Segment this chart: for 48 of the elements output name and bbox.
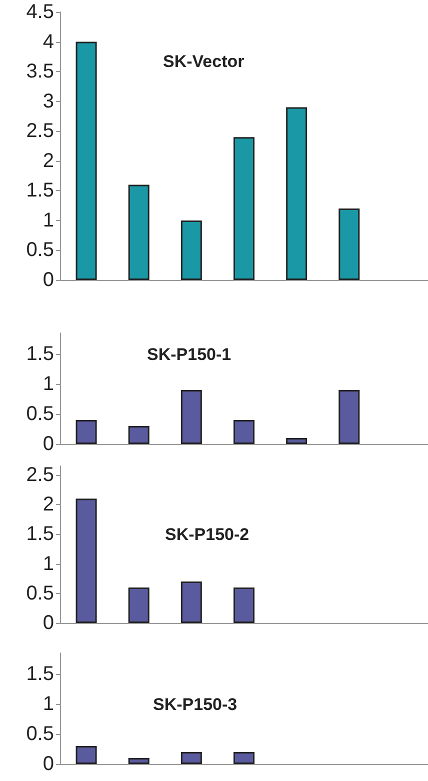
y-tick-label: 2.5 <box>26 120 54 142</box>
bar <box>234 752 254 764</box>
y-tick-label: 1.5 <box>26 180 54 202</box>
y-tick-label: 3.5 <box>26 60 54 83</box>
y-tick-label: 0 <box>42 753 54 775</box>
y-tick-label: 0 <box>42 612 54 634</box>
y-tick-label: 1.5 <box>26 523 54 546</box>
y-tick-label: 0.5 <box>26 582 54 604</box>
y-tick-label: 2.5 <box>26 464 54 486</box>
bar <box>76 746 97 764</box>
bar <box>180 752 202 764</box>
y-tick-label: 0.5 <box>26 239 54 262</box>
bar <box>128 758 150 764</box>
y-tick-label: 1 <box>42 552 54 575</box>
y-tick-label: 2 <box>42 150 54 172</box>
y-tick-label: 0.5 <box>26 723 54 745</box>
y-tick-label: 1 <box>42 373 54 395</box>
bar <box>180 220 202 280</box>
y-tick-label: 4.5 <box>26 1 54 23</box>
y-tick-label: 2 <box>42 494 54 516</box>
bar <box>286 107 308 280</box>
text: SK-P150-3 <box>153 695 238 714</box>
y-tick-label: 4 <box>42 30 54 53</box>
bar <box>128 184 150 280</box>
y-tick-label: 1.5 <box>26 343 54 365</box>
bar <box>234 137 254 280</box>
bar <box>76 498 97 623</box>
bar <box>286 438 308 444</box>
bar <box>128 426 150 444</box>
bar <box>180 582 202 623</box>
bar <box>338 208 360 280</box>
bar <box>76 42 97 280</box>
y-tick-label: 1.5 <box>26 663 54 685</box>
y-tick-label: 3 <box>42 90 54 112</box>
bar <box>76 420 97 444</box>
bar <box>180 390 202 444</box>
bar <box>234 587 254 623</box>
bar <box>234 420 254 444</box>
bar <box>338 390 360 444</box>
bar <box>128 587 150 623</box>
y-tick-label: 0.5 <box>26 403 54 425</box>
y-tick-label: 0 <box>42 269 54 291</box>
text: SK-Vector <box>163 52 245 71</box>
text: SK-P150-2 <box>165 525 250 544</box>
y-tick-label: 1 <box>42 693 54 715</box>
text: SK-P150-1 <box>147 345 232 364</box>
y-tick-label: 1 <box>42 209 54 232</box>
y-tick-label: 0 <box>42 433 54 455</box>
